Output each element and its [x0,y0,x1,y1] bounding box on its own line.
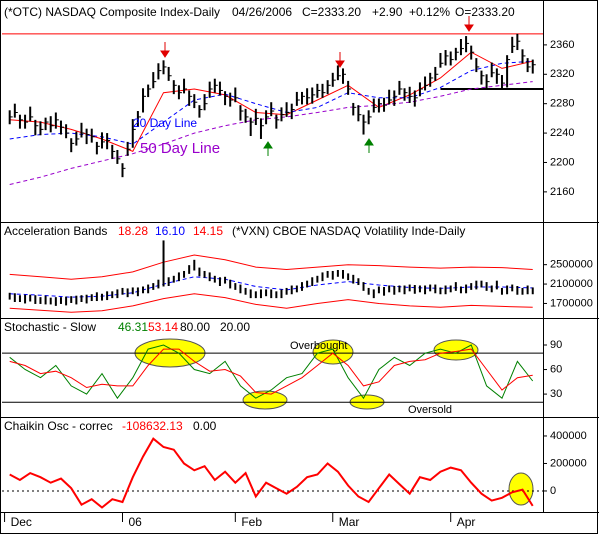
annotation: 50 Day Line [140,140,220,157]
y-tick-label: 400000 [550,430,587,442]
y-tick-label: 60 [550,363,562,375]
highlight [242,390,288,410]
x-tick-label: Mar [339,515,360,529]
indicator-line [9,254,533,280]
header-text: 80.00 [180,320,210,334]
y-tick-label: 2280 [550,98,574,110]
header-text: C=2333.20 [302,5,361,19]
indicator-line [9,437,534,509]
y-tick-label: 2320 [550,68,574,80]
header-text: 53.14 [148,320,178,334]
up-arrow [263,138,374,156]
annotation: 20 Day Line [133,116,197,130]
x-tick-label: Feb [241,515,262,529]
panel-dividers [0,0,599,513]
x-tick-label: Apr [457,515,476,529]
x-tick-label: 06 [129,515,143,529]
arrows [160,16,474,156]
highlight [433,339,479,361]
y-tick-label: 2160 [550,186,574,198]
annotation: Overbought [290,340,347,352]
header-text: 0.00 [193,419,217,433]
header-text: Acceleration Bands [4,224,107,238]
annotation: Oversold [408,404,452,416]
header-text: 04/26/2006 [232,5,292,19]
header-text: +0.12% [409,5,450,19]
header-text: -108632.13 [122,419,183,433]
header-text: (*OTC) NASDAQ Composite Index-Daily [4,5,220,19]
indicator-line [9,344,534,400]
indicator-line [9,60,533,145]
header-text: Chaikin Osc - correc [4,419,113,433]
y-tick-label: 200000 [550,457,587,469]
y-tick-label: 2360 [550,39,574,51]
header-text: 46.31 [118,320,148,334]
header-text: 20.00 [220,320,250,334]
y-tick-label: 90 [550,339,562,351]
header-text: O=2333.20 [455,5,515,19]
indicator-line [9,348,533,395]
header-text: 14.15 [193,224,223,238]
highlight [312,339,354,365]
header-text: 18.28 [118,224,148,238]
y-tick-label: 1700000 [550,297,593,309]
down-arrow [160,16,474,68]
y-tick-label: 2240 [550,127,574,139]
header-text: 16.10 [155,224,185,238]
header-text: +2.90 [372,5,403,19]
y-tick-label: 2200 [550,156,574,168]
x-tick-label: Dec [11,515,32,529]
y-tick-label: 0 [550,485,556,497]
y-tick-label: 2500000 [550,259,593,271]
y-tick-label: 30 [550,388,562,400]
y-tick-label: 2100000 [550,278,593,290]
indicator-line [9,293,533,313]
header-text: Stochastic - Slow [4,320,96,334]
header-text: (*VXN) CBOE NASDAQ Volatility Inde-Daily [232,224,465,238]
